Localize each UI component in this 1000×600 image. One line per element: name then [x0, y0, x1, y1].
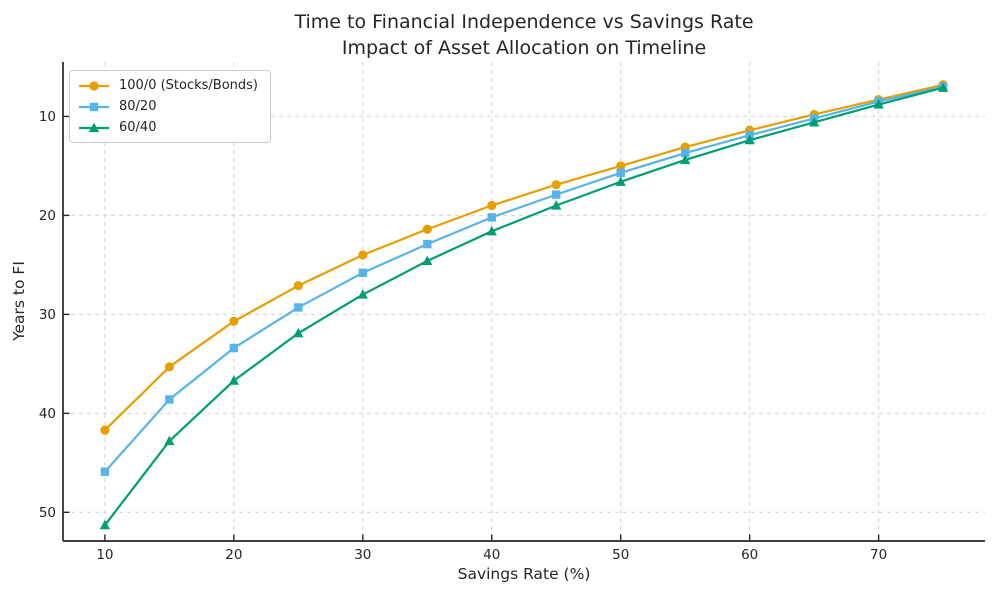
data-point — [357, 289, 368, 299]
chart-title-line1: Time to Financial Independence vs Saving… — [294, 11, 754, 33]
data-point — [293, 327, 304, 338]
data-point — [100, 425, 110, 435]
data-point — [164, 362, 174, 372]
data-point — [229, 343, 239, 353]
legend-circle-swatch-icon — [79, 80, 109, 91]
y-tick-label: 10 — [39, 109, 56, 125]
data-point — [552, 190, 561, 199]
data-point — [615, 176, 626, 186]
legend-item-label: 100/0 (Stocks/Bonds) — [119, 78, 259, 93]
legend: 100/0 (Stocks/Bonds) 80/20 60/40 — [69, 70, 272, 143]
chart-title: Time to Financial Independence vs Saving… — [63, 10, 985, 61]
data-point — [358, 250, 368, 260]
series-60-40 — [99, 82, 949, 530]
data-point — [680, 154, 691, 165]
data-point — [99, 519, 111, 530]
data-point — [680, 148, 690, 158]
y-tick-label: 50 — [39, 505, 56, 521]
legend-square-swatch-icon — [79, 102, 109, 111]
axis-ticks: 10 20 30 40 50 60 70 10 20 30 40 50 — [39, 109, 887, 563]
data-point — [89, 80, 99, 91]
x-tick-label: 30 — [354, 547, 371, 563]
legend-triangle-swatch-icon — [79, 122, 109, 132]
data-point — [487, 200, 497, 211]
data-point — [744, 134, 755, 145]
data-point — [809, 116, 820, 127]
data-point — [616, 161, 626, 171]
data-point — [165, 395, 174, 404]
data-point — [88, 122, 100, 132]
data-point — [422, 255, 433, 266]
series-line-80-20 — [103, 85, 945, 473]
y-axis-label: Years to FI — [10, 261, 28, 341]
x-tick-label: 20 — [225, 547, 242, 563]
data-point — [422, 224, 432, 234]
x-tick-label: 50 — [612, 547, 629, 563]
series-line-60-40 — [103, 86, 945, 527]
data-point — [486, 225, 497, 236]
data-point — [229, 316, 239, 326]
data-point — [616, 168, 625, 178]
axes-spines — [62, 62, 985, 542]
data-point — [873, 99, 884, 109]
legend-item: 100/0 (Stocks/Bonds) — [78, 75, 258, 96]
data-point — [423, 239, 432, 249]
data-point — [487, 213, 496, 222]
data-point — [551, 180, 561, 190]
legend-item-label: 80/20 — [119, 99, 157, 114]
x-tick-label: 70 — [870, 547, 887, 563]
chart-title-line2: Impact of Asset Allocation on Timeline — [341, 36, 707, 59]
y-tick-label: 20 — [39, 208, 56, 224]
legend-item: 60/40 — [78, 117, 258, 138]
x-axis-label: Savings Rate (%) — [457, 565, 591, 583]
data-point — [293, 281, 303, 291]
data-point — [358, 268, 368, 277]
y-tick-label: 30 — [39, 307, 56, 323]
data-point — [551, 200, 562, 210]
x-tick-label: 10 — [96, 547, 113, 563]
data-point — [937, 82, 949, 92]
legend-item-label: 60/40 — [119, 120, 157, 135]
legend-item: 80/20 — [78, 96, 258, 117]
data-point — [164, 435, 175, 446]
data-point — [228, 375, 239, 385]
series-line-100-0-stocks-bonds — [103, 83, 945, 432]
x-tick-label: 40 — [483, 547, 500, 563]
x-tick-label: 60 — [741, 547, 758, 563]
data-point — [89, 102, 99, 111]
data-point — [294, 303, 303, 312]
y-tick-label: 40 — [39, 406, 56, 422]
data-point — [100, 467, 110, 476]
